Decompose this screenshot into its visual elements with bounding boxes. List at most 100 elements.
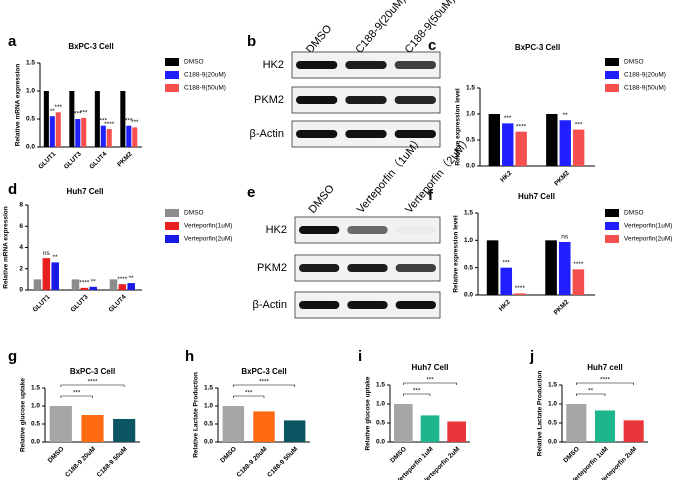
legend-swatch <box>605 222 619 230</box>
blot-band <box>396 226 436 234</box>
blot-band <box>299 226 340 234</box>
y-axis-label: Relative mRNA expression <box>3 206 10 289</box>
y-tick-label: 4 <box>19 244 23 251</box>
significance-label: ** <box>50 108 56 115</box>
x-tick-label: C188-9 20uM <box>64 446 97 479</box>
bar <box>71 279 80 290</box>
bar <box>500 267 513 295</box>
y-tick-label: 0.5 <box>26 116 35 123</box>
bar <box>118 284 127 290</box>
x-tick-label: C188-9 20uM <box>236 446 269 479</box>
legend-label: C188-9(20uM) <box>624 72 666 79</box>
blot-band <box>299 301 340 309</box>
y-tick-label: 6 <box>19 223 23 230</box>
blot-band <box>296 130 338 138</box>
bar <box>559 120 571 166</box>
y-tick-label: 1.5 <box>466 85 475 92</box>
panel-letter: c <box>428 37 436 54</box>
bar <box>132 127 138 147</box>
bar <box>94 91 100 147</box>
significance-label: *** <box>504 115 512 122</box>
significance-label: ** <box>129 275 135 282</box>
chart-title: BxPC-3 Cell <box>70 367 115 376</box>
y-tick-label: 1.0 <box>466 111 475 118</box>
significance-label: **** <box>79 280 90 287</box>
blot-band <box>347 226 388 234</box>
chart-title: BxPC-3 Cell <box>68 42 113 51</box>
y-tick-label: 0.5 <box>31 421 40 428</box>
bar <box>566 404 587 442</box>
y-tick-label: 0.0 <box>548 439 557 446</box>
bar <box>89 286 97 290</box>
y-tick-label: 0.5 <box>466 137 475 144</box>
lane-label: C188-9(20uM) <box>353 0 408 56</box>
legend-swatch <box>165 58 179 66</box>
y-tick-label: 1.0 <box>204 403 213 410</box>
x-tick-label: C188-9 50uM <box>266 446 299 479</box>
bar <box>109 279 118 290</box>
y-axis-label: Relative expression level <box>453 215 460 293</box>
bar <box>447 421 466 442</box>
x-tick-label: DMSO <box>389 446 408 465</box>
significance-label: ns <box>43 250 51 257</box>
y-tick-label: 1.5 <box>548 382 557 389</box>
bar <box>33 279 42 290</box>
chart-title: Huh7 Cell <box>67 187 104 196</box>
x-tick-label: DMSO <box>562 446 581 465</box>
y-tick-label: 0.0 <box>26 144 35 151</box>
legend-swatch <box>165 84 179 92</box>
significance-label: **** <box>117 276 128 283</box>
legend-label: C188-9(50uM) <box>624 85 666 92</box>
significance-label: ** <box>563 112 569 119</box>
row-label: β-Actin <box>253 299 287 311</box>
chart-title: BxPC-3 Cell <box>241 367 286 376</box>
bar <box>81 117 87 147</box>
bar <box>502 123 514 166</box>
legend-label: DMSO <box>624 210 644 217</box>
panel-letter: h <box>185 348 194 365</box>
significance-label: *** <box>426 377 434 384</box>
bar <box>75 119 81 147</box>
legend-swatch <box>605 235 619 243</box>
y-tick-label: 1.5 <box>464 210 473 217</box>
x-tick-label: GLUT3 <box>63 150 83 170</box>
significance-label: *** <box>73 390 81 397</box>
x-tick-label: GLUT3 <box>70 293 90 313</box>
x-tick-label: GLUT4 <box>88 150 108 170</box>
y-tick-label: 1.0 <box>464 237 473 244</box>
legend-swatch <box>605 209 619 217</box>
chart-title: Huh7 Cell <box>412 363 449 372</box>
bar <box>80 287 89 290</box>
significance-label: ** <box>91 279 97 286</box>
bar <box>545 240 557 295</box>
bar <box>486 240 499 295</box>
chart-title: BxPC-3 Cell <box>515 43 560 52</box>
blot-band <box>394 130 436 138</box>
bar <box>572 129 585 166</box>
panel-letter: a <box>8 33 17 50</box>
blot-band <box>345 130 387 138</box>
bar <box>572 269 585 295</box>
bar <box>558 241 571 295</box>
y-tick-label: 1.5 <box>376 382 385 389</box>
significance-label: *** <box>502 259 510 266</box>
significance-label: **** <box>516 123 527 130</box>
blot-band <box>394 61 436 69</box>
y-tick-label: 1.0 <box>376 401 385 408</box>
row-label: PKM2 <box>257 262 287 274</box>
row-label: β-Actin <box>250 128 284 140</box>
bar <box>49 116 55 147</box>
bar <box>81 415 104 442</box>
x-tick-label: DMSO <box>47 446 66 465</box>
panel-letter: g <box>8 348 17 365</box>
y-tick-label: 1.5 <box>204 385 213 392</box>
row-label: PKM2 <box>254 94 284 106</box>
blot-band <box>347 301 388 309</box>
significance-label: ns <box>561 234 569 241</box>
bar <box>222 406 245 442</box>
bar <box>113 418 136 442</box>
legend-label: Verteporfin(1uM) <box>624 223 672 230</box>
bar <box>546 114 558 166</box>
significance-label: **** <box>573 261 584 268</box>
bar <box>127 283 135 290</box>
